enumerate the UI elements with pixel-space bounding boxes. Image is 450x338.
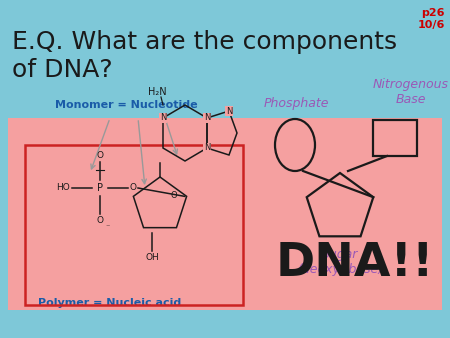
Text: HO: HO [56,184,70,193]
Text: P: P [97,183,103,193]
Text: N: N [204,144,210,152]
Text: Nitrogenous
Base: Nitrogenous Base [373,78,449,106]
Text: OH: OH [145,253,159,262]
Text: O: O [130,184,137,193]
Text: H₂N: H₂N [148,87,166,97]
Bar [373,120,417,156]
Text: ⁻: ⁻ [105,222,109,231]
Text: Polymer = Nucleic acid: Polymer = Nucleic acid [38,298,181,308]
Text: O: O [171,191,177,199]
Text: of DNA?: of DNA? [12,58,113,82]
Text: Sugar
(deoxyribose): Sugar (deoxyribose) [297,248,383,276]
Bar [8,118,442,310]
Text: O: O [96,151,104,160]
Text: N: N [204,114,210,122]
Text: N: N [160,114,166,122]
Text: DNA!!: DNA!! [276,241,434,286]
Text: N: N [226,106,232,116]
Text: Monomer = Nucleotide: Monomer = Nucleotide [55,100,198,110]
Text: Phosphate: Phosphate [264,97,329,110]
Text: p26
10/6: p26 10/6 [418,8,445,30]
Text: O: O [96,216,104,225]
Bar [25,145,243,305]
Text: E.Q. What are the components: E.Q. What are the components [12,30,397,54]
